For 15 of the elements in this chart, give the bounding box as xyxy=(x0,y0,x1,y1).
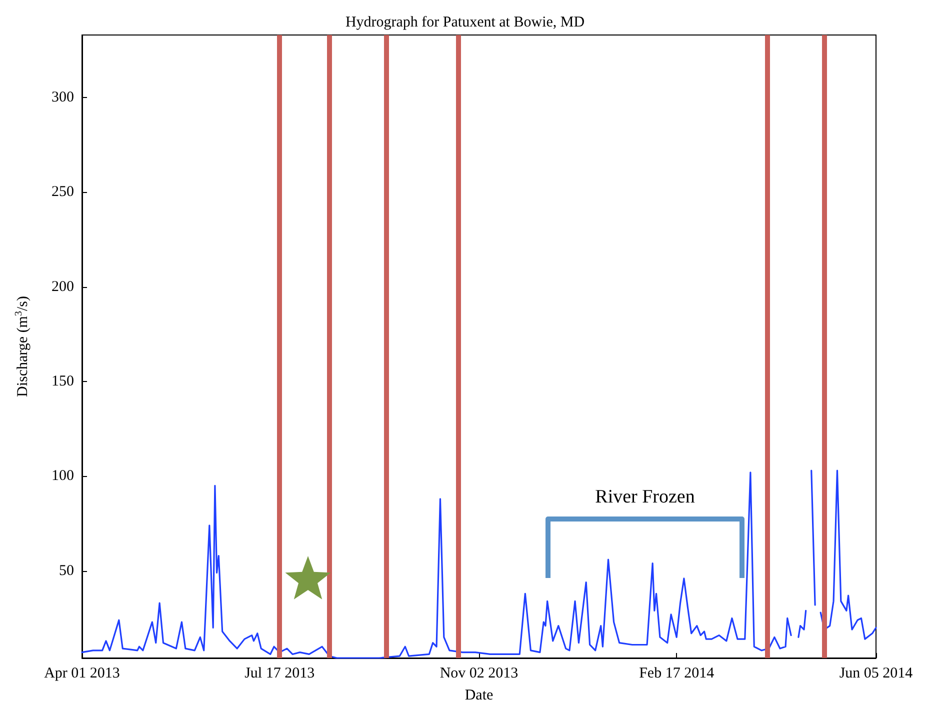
y-tick-label: 300 xyxy=(52,89,74,106)
y-tick-label: 250 xyxy=(52,184,74,200)
y-tick-label: 200 xyxy=(52,278,74,295)
y-tick-label: 50 xyxy=(59,562,74,579)
x-tick-label: Apr 01 2013 xyxy=(44,666,120,682)
x-tick-label: Jun 05 2014 xyxy=(839,666,914,682)
y-tick-label: 100 xyxy=(52,468,74,484)
y-tick-label: 150 xyxy=(52,374,74,390)
x-tick-label: Nov 02 2013 xyxy=(440,666,518,682)
annotation: River Frozen xyxy=(595,486,696,508)
x-tick-label: Feb 17 2014 xyxy=(639,666,715,682)
y-axis-title: Discharge (m3/s) xyxy=(14,296,31,397)
x-axis-title: Date xyxy=(464,688,494,704)
x-tick-label: Jul 17 2013 xyxy=(244,666,315,682)
chart-title: Hydrograph for Patuxent at Bowie, MD xyxy=(345,14,585,30)
